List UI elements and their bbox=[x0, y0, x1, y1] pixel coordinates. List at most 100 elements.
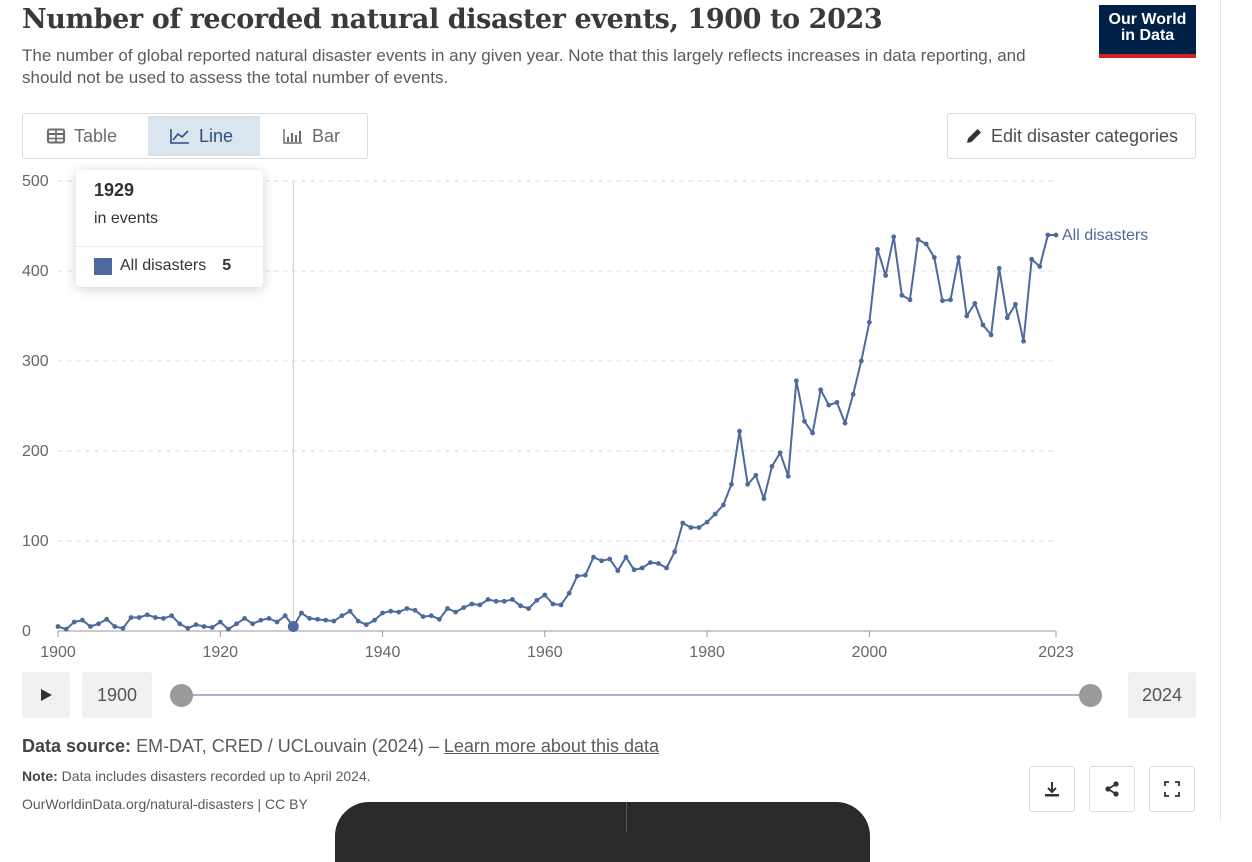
data-point bbox=[1013, 301, 1018, 307]
chart-subtitle: The number of global reported natural di… bbox=[22, 46, 1026, 87]
data-point bbox=[574, 573, 580, 579]
timeline-end-year[interactable]: 2024 bbox=[1128, 672, 1196, 718]
data-point bbox=[339, 613, 345, 619]
tab-bar[interactable]: Bar bbox=[261, 116, 367, 156]
timeline-start-year[interactable]: 1900 bbox=[82, 672, 152, 718]
data-point bbox=[680, 520, 686, 526]
data-point bbox=[420, 614, 426, 619]
play-icon bbox=[41, 689, 52, 701]
data-point bbox=[485, 597, 491, 602]
data-point bbox=[1029, 256, 1035, 262]
data-point bbox=[217, 619, 223, 625]
data-point bbox=[988, 332, 994, 338]
data-point bbox=[672, 549, 678, 555]
data-point bbox=[802, 418, 807, 424]
timeline-end-handle[interactable] bbox=[1079, 684, 1102, 707]
tooltip-series-name: All disasters bbox=[120, 257, 207, 274]
fullscreen-button[interactable] bbox=[1149, 766, 1195, 812]
data-point bbox=[518, 603, 523, 609]
data-point bbox=[850, 391, 856, 397]
data-point bbox=[1004, 315, 1010, 321]
tab-line-label: Line bbox=[199, 125, 234, 146]
data-point bbox=[355, 618, 361, 624]
data-point bbox=[55, 624, 61, 629]
data-point bbox=[891, 234, 897, 240]
data-point bbox=[866, 319, 872, 325]
tooltip-row: All disasters 5 bbox=[94, 257, 231, 275]
x-tick-label: 1980 bbox=[689, 644, 725, 661]
data-point bbox=[558, 602, 564, 608]
data-point bbox=[664, 565, 669, 571]
data-point bbox=[193, 622, 199, 628]
source-text: EM-DAT, CRED / UCLouvain (2024) – bbox=[136, 736, 439, 756]
data-point bbox=[915, 237, 921, 242]
tooltip-divider bbox=[76, 246, 263, 247]
data-point bbox=[631, 567, 637, 573]
data-point bbox=[858, 358, 864, 364]
data-point bbox=[777, 450, 783, 456]
data-point bbox=[534, 598, 540, 603]
data-point bbox=[639, 565, 645, 571]
tab-line[interactable]: Line bbox=[148, 116, 260, 156]
y-tick-label: 0 bbox=[22, 623, 31, 640]
data-point bbox=[282, 613, 288, 619]
edit-disaster-categories-button[interactable]: Edit disaster categories bbox=[947, 113, 1196, 159]
floating-toolbar-overlay[interactable] bbox=[335, 802, 870, 862]
note-label: Note: bbox=[22, 768, 58, 784]
data-point bbox=[177, 621, 183, 627]
timeline-track[interactable] bbox=[181, 694, 1090, 696]
series-label-all-disasters: All disasters bbox=[1062, 227, 1148, 244]
data-point bbox=[737, 428, 742, 434]
data-point bbox=[656, 561, 661, 566]
data-point bbox=[996, 265, 1002, 271]
data-point bbox=[128, 615, 134, 620]
data-point bbox=[453, 609, 458, 615]
data-point bbox=[883, 273, 889, 278]
data-point bbox=[363, 622, 369, 628]
x-tick-label: 1920 bbox=[202, 644, 238, 661]
data-point bbox=[169, 613, 174, 619]
y-tick-label: 300 bbox=[22, 353, 49, 370]
tooltip-value: 5 bbox=[222, 257, 232, 274]
data-point bbox=[1037, 264, 1043, 269]
line-chart: 0 100 200 300 400 500 1900 1920 1940 1960 1980 200… bbox=[22, 173, 1148, 661]
data-point bbox=[461, 605, 467, 610]
play-button[interactable] bbox=[22, 672, 70, 718]
owid-logo[interactable]: Our World in Data bbox=[1099, 5, 1196, 58]
view-tabs: Table Line Bar bbox=[22, 113, 368, 159]
data-point bbox=[566, 590, 572, 596]
data-point bbox=[234, 621, 239, 627]
data-point bbox=[526, 606, 532, 611]
data-point bbox=[793, 378, 799, 384]
data-point bbox=[615, 568, 621, 574]
data-point bbox=[964, 313, 970, 319]
data-point bbox=[696, 525, 702, 530]
share-button[interactable] bbox=[1089, 766, 1135, 812]
learn-more-link[interactable]: Learn more about this data bbox=[443, 736, 659, 756]
series-line-all-disasters bbox=[57, 234, 1056, 631]
bar-chart-icon bbox=[283, 129, 302, 144]
data-point bbox=[745, 481, 751, 487]
data-note: Note: Data includes disasters recorded u… bbox=[22, 768, 371, 784]
data-point bbox=[120, 625, 126, 631]
x-tick-label: 1940 bbox=[365, 644, 401, 661]
logo-line-1: Our World bbox=[1108, 11, 1187, 28]
source-url[interactable]: OurWorldinData.org/natural-disasters | C… bbox=[22, 796, 308, 812]
timeline-start-handle[interactable] bbox=[170, 684, 193, 707]
data-point bbox=[931, 255, 937, 260]
data-point bbox=[242, 616, 248, 621]
data-point bbox=[388, 608, 394, 614]
data-point bbox=[63, 626, 69, 632]
tab-table[interactable]: Table bbox=[25, 116, 148, 156]
y-tick-label: 200 bbox=[22, 443, 49, 460]
download-button[interactable] bbox=[1029, 766, 1075, 812]
data-point bbox=[185, 625, 191, 631]
data-point bbox=[550, 601, 556, 607]
data-point bbox=[209, 625, 215, 630]
x-tick-label: 2000 bbox=[852, 644, 888, 661]
note-text: Data includes disasters recorded up to A… bbox=[61, 768, 371, 784]
line-chart-icon bbox=[170, 129, 189, 144]
data-point bbox=[761, 496, 767, 502]
data-point bbox=[599, 558, 605, 564]
data-point bbox=[71, 619, 77, 625]
